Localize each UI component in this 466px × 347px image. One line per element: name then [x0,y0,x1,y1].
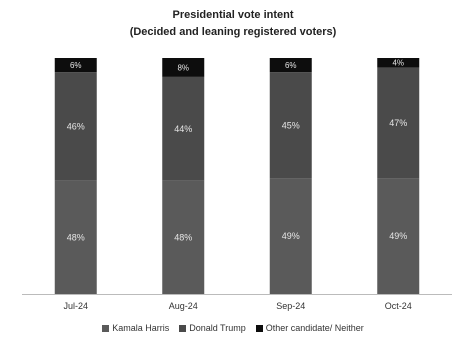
bar-segment-3 [54,58,97,73]
bar-segment-1 [162,180,205,294]
legend-item: Kamala Harris [102,323,169,333]
data-label: 6% [70,61,82,70]
data-label: 48% [67,232,85,242]
bar-segment-2 [269,72,312,179]
legend-label: Kamala Harris [112,323,170,333]
bar-segment-2 [54,72,97,181]
bar-segment-1 [269,178,312,294]
legend: Kamala Harris Donald Trump Other candidate… [0,323,466,333]
bar-segment-1 [54,180,97,294]
legend-swatch [102,325,110,332]
legend-swatch [255,325,263,332]
bar-segment-3 [377,58,420,68]
bar-segment-3 [162,58,205,77]
data-label: 49% [389,231,407,241]
data-label: 48% [174,232,192,242]
data-label: 44% [174,124,192,134]
bar-segment-2 [377,67,420,179]
legend-item: Donald Trump [179,323,246,333]
x-tick-label: Oct-24 [385,301,412,311]
data-label: 47% [389,118,407,128]
x-tick-label: Jul-24 [63,301,88,311]
data-label: 6% [285,61,297,70]
data-label: 8% [177,63,189,72]
x-tick-label: Sep-24 [276,301,305,311]
chart-subtitle: (Decided and leaning registered voters) [129,26,337,38]
bar-segment-1 [377,178,420,294]
data-label: 4% [392,59,404,68]
legend-item: Other candidate/ Neither [255,323,364,333]
bar-segment-3 [269,58,312,73]
legend-swatch [179,325,187,332]
data-label: 46% [67,121,85,131]
chart-title: Presidential vote intent [172,9,294,21]
legend-label: Other candidate/ Neither [265,323,364,333]
x-tick-label: Aug-24 [169,301,198,311]
bar-segment-2 [162,76,205,181]
legend-label: Donald Trump [189,323,246,333]
data-label: 49% [282,231,300,241]
data-label: 45% [282,120,300,130]
